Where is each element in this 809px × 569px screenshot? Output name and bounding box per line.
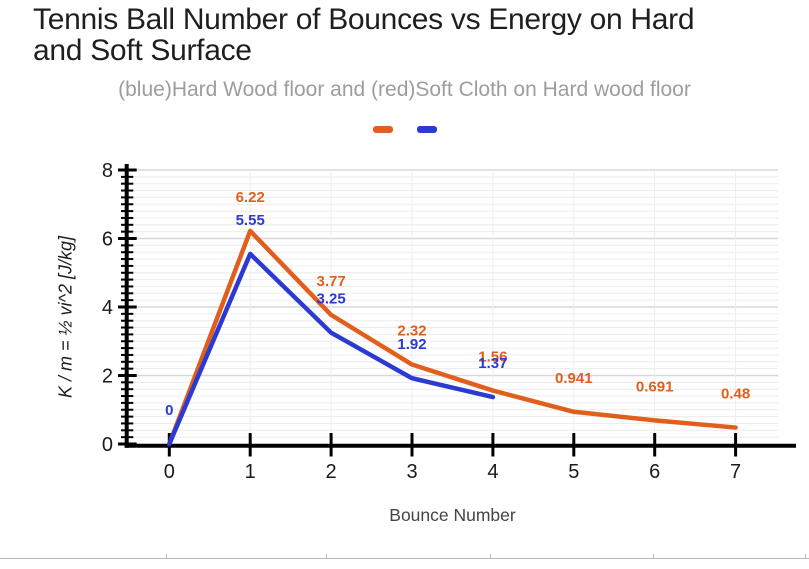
sheet-column-tick: [653, 554, 654, 559]
svg-text:4: 4: [487, 461, 498, 483]
svg-text:5: 5: [568, 461, 579, 483]
svg-text:3: 3: [406, 461, 417, 483]
svg-text:2.32: 2.32: [397, 323, 426, 340]
svg-text:6: 6: [649, 461, 660, 483]
sheet-column-tick: [490, 554, 491, 559]
x-axis-title: Bounce Number: [389, 505, 516, 525]
svg-text:1.56: 1.56: [478, 349, 507, 366]
legend-swatch-hard-wood-series[interactable]: [416, 126, 437, 133]
chart-legend: [0, 126, 809, 138]
chart-title: Tennis Ball Number of Bounces vs Energy …: [33, 3, 695, 67]
sheet-column-tick: [166, 554, 167, 559]
spreadsheet-row-border: [0, 554, 809, 559]
svg-text:3.77: 3.77: [316, 273, 345, 290]
svg-text:2: 2: [326, 461, 337, 483]
legend-swatch-soft-cloth-series[interactable]: [372, 126, 393, 133]
chart-subtitle: (blue)Hard Wood floor and (red)Soft Clot…: [118, 78, 691, 101]
sheet-column-tick: [326, 554, 327, 559]
svg-text:1: 1: [245, 461, 256, 483]
svg-text:7: 7: [730, 461, 741, 483]
svg-text:0: 0: [102, 434, 113, 456]
svg-text:1.92: 1.92: [397, 336, 426, 353]
svg-text:0.48: 0.48: [721, 386, 750, 403]
sheet-column-tick: [805, 554, 806, 559]
svg-text:4: 4: [102, 297, 113, 319]
svg-text:6.22: 6.22: [236, 189, 265, 206]
svg-text:0.691: 0.691: [636, 378, 674, 395]
svg-text:6: 6: [102, 229, 113, 251]
svg-text:0: 0: [164, 461, 175, 483]
svg-text:2: 2: [102, 366, 113, 388]
svg-text:5.55: 5.55: [236, 212, 265, 229]
line-chart-plot-area[interactable]: 0 2 4 6 8 0 1 2 3 4 5 6 7 6.22 3.77 2.32 1.56 0.941 0.691 0…: [0, 0, 809, 500]
svg-text:1.37: 1.37: [478, 355, 507, 372]
svg-text:0.941: 0.941: [555, 370, 593, 387]
svg-text:0: 0: [165, 402, 173, 419]
svg-text:8: 8: [102, 160, 113, 182]
svg-text:3.25: 3.25: [316, 291, 345, 308]
